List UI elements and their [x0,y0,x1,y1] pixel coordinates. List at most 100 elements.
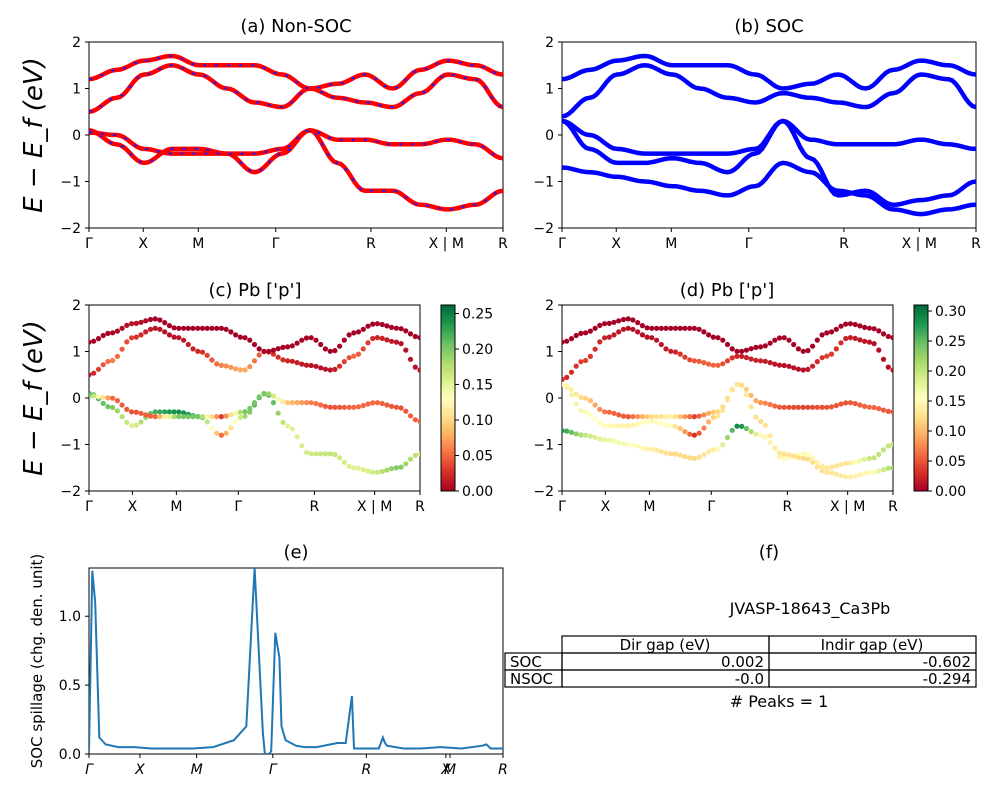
projection-point [242,409,248,415]
projection-point [171,334,177,340]
projection-point [251,400,258,406]
projection-point [176,325,182,331]
projection-point [616,329,622,335]
xtick-label: R [415,499,425,515]
projection-point [720,442,726,448]
projection-point [729,346,735,352]
band-line [89,63,503,115]
projection-point [110,330,116,336]
projection-point [573,431,579,437]
projection-point [351,330,357,336]
xtick-label: Γ [558,236,566,252]
projection-point [242,335,248,341]
projection-point [828,351,835,357]
ytick-label: −1 [533,175,554,191]
projection-point [720,407,726,414]
projection-point [143,412,149,418]
projection-point [616,318,622,324]
projection-point [876,451,882,458]
projection-point [866,339,873,345]
projection-point [190,414,196,420]
projection-point [890,367,893,373]
projection-point [275,346,281,352]
projection-point [365,340,371,346]
projection-point [682,325,688,331]
projection-point [833,402,839,409]
projection-point [805,456,811,462]
projection-point [701,452,707,458]
projection-point [337,343,343,349]
projection-point [147,413,154,419]
projection-point [280,357,286,363]
projection-point [162,320,168,326]
projection-point [360,346,366,352]
projection-point [91,338,97,344]
projection-point [696,430,702,436]
projection-point [795,404,802,410]
projection-point [95,336,102,342]
band-dash [89,54,503,90]
projection-point [355,404,362,410]
projection-point [578,408,584,414]
projection-point [720,361,726,367]
projection-point [303,362,310,368]
projection-point [568,369,575,375]
projection-point [843,474,849,480]
projection-point [133,422,139,428]
projection-point [758,400,764,406]
projection-point [147,326,154,332]
projection-point [327,367,333,373]
projection-point [885,408,891,414]
projection-point [119,414,125,420]
projection-point [663,325,669,331]
projection-point [152,409,158,415]
projection-point [805,348,811,354]
projection-point [635,414,641,420]
projection-point [129,321,135,327]
band-dash [89,64,503,113]
projection-point [876,468,882,474]
projection-point [644,446,650,452]
projection-point [696,326,702,332]
projection-point [91,393,97,399]
projection-point [124,419,130,425]
projection-point [299,361,305,367]
projection-point [639,414,646,420]
projection-point [668,451,674,457]
band-line [562,63,976,119]
projection-point [814,337,820,343]
projection-point [847,400,854,406]
projection-point [857,402,863,408]
projection-point [810,404,816,410]
projection-point [720,337,726,343]
projection-point [583,432,589,438]
projection-point [625,316,631,322]
colorbar-tick-label: 0.10 [935,424,966,440]
table-row-nsoc-dir: -0.0 [735,670,764,688]
projection-point [828,329,835,335]
projection-point [639,323,646,329]
ytick-label: −2 [533,221,554,237]
projection-point [587,412,594,418]
projection-point [360,402,366,409]
projection-point [346,404,352,410]
panel-c-frame [88,304,421,492]
projection-point [814,404,820,410]
projection-point [100,394,106,400]
projection-point [562,339,565,345]
xtick-label: Γ [234,499,242,515]
ytick-label: 0 [545,391,554,407]
panel-c-colorbar-ticks: 0.25 0.20 0.15 0.10 0.05 0.00 [455,307,493,500]
projection-point [706,449,712,455]
table-row-soc-label: SOC [510,653,542,671]
colorbar-tick-label: 0.20 [935,364,966,380]
projection-point [635,329,641,335]
ytick-label: 0.0 [59,747,81,763]
projection-point [753,344,759,350]
projection-point [616,412,622,418]
table-row-nsoc-indir: -0.294 [923,670,971,688]
xtick-label: R [310,499,320,515]
projection-point [677,325,683,331]
projection-point [838,473,844,479]
